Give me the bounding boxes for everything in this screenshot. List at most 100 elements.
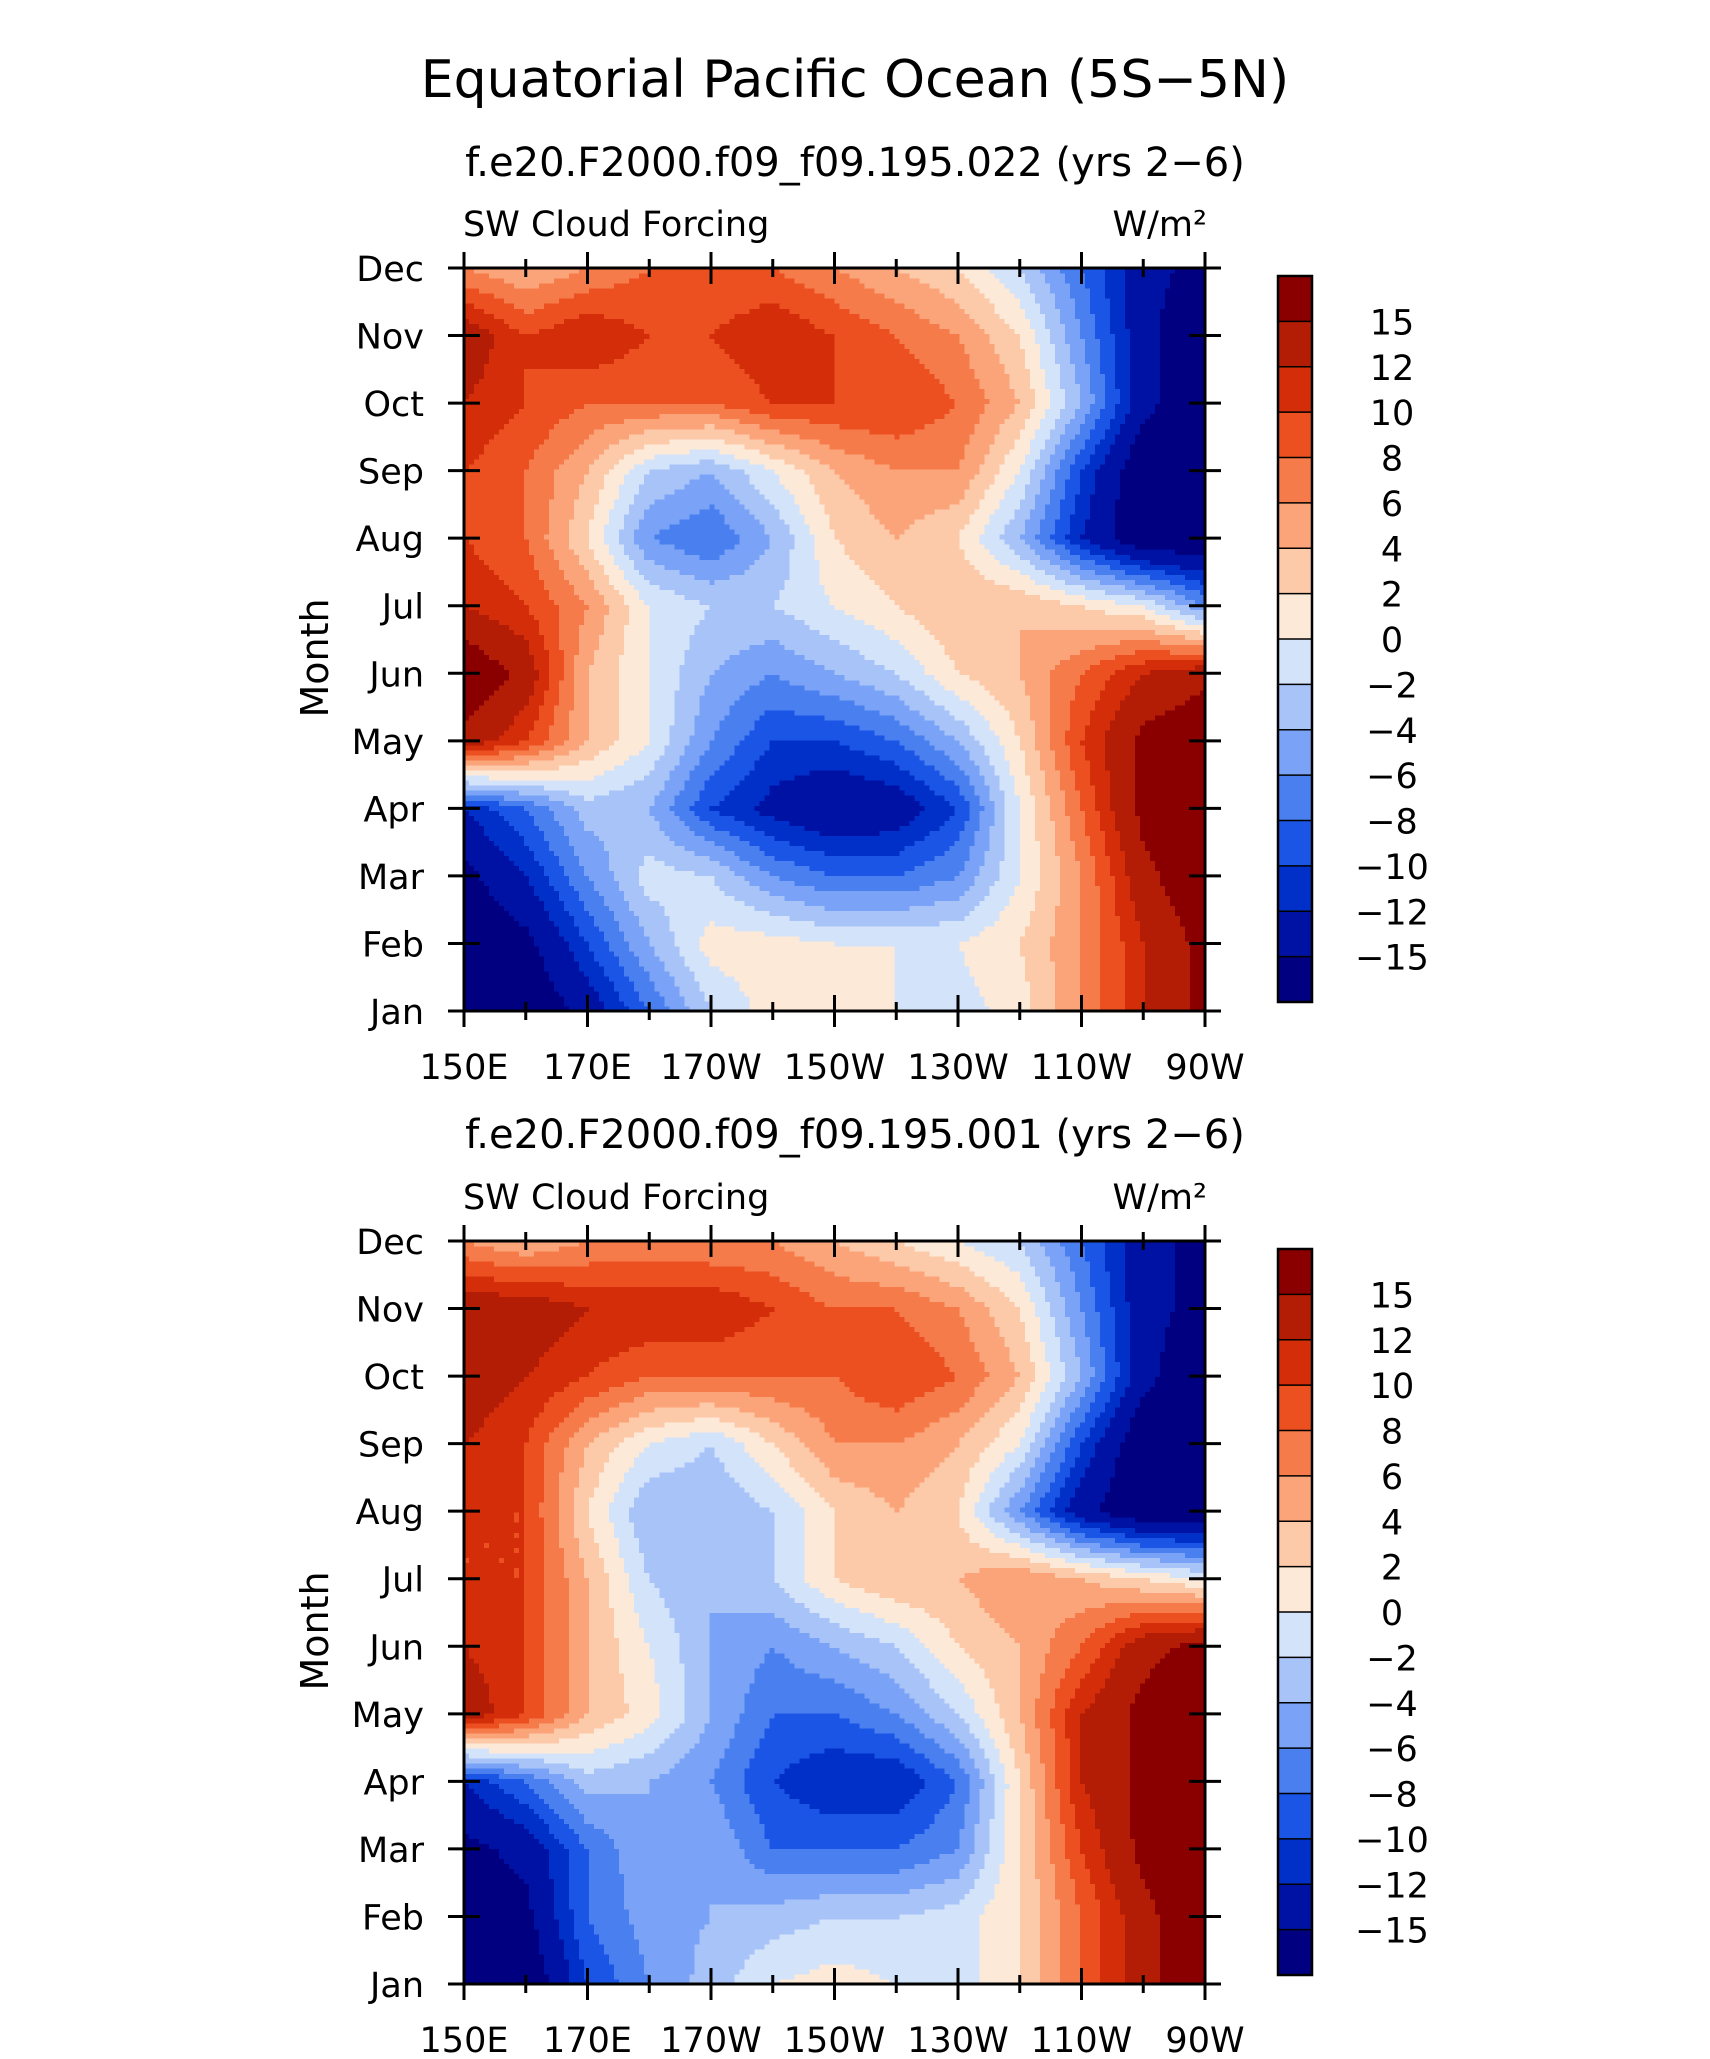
panel-bottom-y-tick-label: Aug [356, 1493, 424, 1533]
panel-top-colorbar-swatch [1278, 821, 1312, 867]
panel-top-x-tick-label: 170W [660, 1048, 761, 1088]
panel-bottom-colorbar-swatch [1278, 1567, 1312, 1613]
panel-bottom-colorbar-swatch [1278, 1521, 1312, 1567]
panel-bottom-contour-field [464, 1241, 1206, 1985]
panel-top-colorbar-label: −2 [1366, 666, 1418, 706]
panel-bottom-colorbar-swatch [1278, 1385, 1312, 1431]
panel-bottom-x-tick-label: 110W [1031, 2021, 1132, 2059]
panel-top-colorbar-swatch [1278, 458, 1312, 504]
panel-top-x-tick-label: 90W [1165, 1048, 1244, 1088]
panel-top-y-tick-label: Sep [358, 453, 424, 493]
panel-bottom-colorbar-swatch [1278, 1657, 1312, 1703]
panel-top-colorbar-swatch [1278, 866, 1312, 912]
panel-bottom-plot-area: JanFebMarAprMayJunJulAugSepOctNovDec150E… [352, 1223, 1429, 2059]
panel-top-colorbar-label: 6 [1381, 485, 1403, 525]
panel-top-variable-label: SW Cloud Forcing [463, 205, 769, 245]
panel-top-y-tick-label: Jun [367, 655, 424, 695]
panel-top-colorbar-label: −8 [1366, 803, 1418, 843]
panel-bottom-y-tick-label: Jul [380, 1561, 424, 1601]
panel-bottom-colorbar-label: 0 [1381, 1594, 1403, 1634]
figure-title: Equatorial Pacific Ocean (5S−5N) [421, 50, 1289, 110]
panel-bottom-y-tick-label: Nov [356, 1291, 424, 1331]
panel-top-colorbar-swatch [1278, 367, 1312, 413]
panel-bottom-units-label: W/m² [1112, 1178, 1207, 1218]
panel-top-x-tick-label: 130W [907, 1048, 1008, 1088]
panel-bottom-colorbar-label: −15 [1355, 1912, 1429, 1952]
panel-top-colorbar-swatch [1278, 321, 1312, 367]
panel-top-colorbar-swatch [1278, 412, 1312, 458]
panel-bottom-colorbar-label: −4 [1366, 1685, 1418, 1725]
panel-top-y-tick-label: Aug [356, 520, 424, 560]
panel-top-title: f.e20.F2000.f09_f09.195.022 (yrs 2−6) [465, 140, 1245, 186]
panel-top-colorbar-label: 12 [1370, 349, 1415, 389]
panel-top-colorbar-swatch [1278, 639, 1312, 685]
panel-bottom-y-tick-label: Feb [362, 1898, 424, 1938]
panel-top-colorbar-label: 15 [1370, 303, 1415, 343]
panel-top-colorbar-swatch [1278, 911, 1312, 957]
panel-top-y-tick-label: Dec [356, 250, 424, 290]
panel-bottom-variable-label: SW Cloud Forcing [463, 1178, 769, 1218]
panel-top-units-label: W/m² [1112, 205, 1207, 245]
panel-top-y-tick-label: Mar [358, 858, 425, 898]
panel-top-y-tick-label: May [352, 723, 424, 763]
panel-bottom-x-tick-label: 90W [1165, 2021, 1244, 2059]
panel-bottom-x-tick-label: 150E [420, 2021, 509, 2059]
panel-bottom-colorbar-label: −2 [1366, 1639, 1418, 1679]
panel-top-colorbar-label: 0 [1381, 621, 1403, 661]
panel-top-y-tick-label: Jan [368, 993, 424, 1033]
panel-top-y-tick-label: Oct [363, 385, 424, 425]
panel-bottom-x-tick-label: 130W [907, 2021, 1008, 2059]
panel-top-colorbar-swatch [1278, 684, 1312, 730]
panel-bottom-colorbar-swatch [1278, 1930, 1312, 1976]
panel-bottom-colorbar-swatch [1278, 1884, 1312, 1930]
panel-top-colorbar-label: 8 [1381, 440, 1403, 480]
panel-bottom-colorbar-swatch [1278, 1612, 1312, 1658]
panel-bottom-y-tick-label: Jan [368, 1966, 424, 2006]
panel-top-colorbar-swatch [1278, 957, 1312, 1003]
panel-top-colorbar-label: 2 [1381, 576, 1403, 616]
panel-bottom-colorbar-label: −6 [1366, 1730, 1418, 1770]
panel-bottom-colorbar-swatch [1278, 1748, 1312, 1794]
panel-bottom-colorbar-label: 6 [1381, 1458, 1403, 1498]
panel-bottom-colorbar-label: 2 [1381, 1549, 1403, 1589]
panel-bottom-y-tick-label: May [352, 1696, 424, 1736]
panel-top-colorbar-label: 10 [1370, 394, 1415, 434]
panel-top-x-tick-label: 110W [1031, 1048, 1132, 1088]
panel-bottom-x-tick-label: 150W [784, 2021, 885, 2059]
panel-top-x-tick-label: 170E [543, 1048, 632, 1088]
panel-bottom-colorbar-label: 4 [1381, 1503, 1403, 1543]
panel-top-plot-area: JanFebMarAprMayJunJulAugSepOctNovDec150E… [352, 250, 1429, 1088]
panel-bottom-colorbar-label: 10 [1370, 1367, 1415, 1407]
panel-bottom: f.e20.F2000.f09_f09.195.001 (yrs 2−6) SW… [293, 1112, 1429, 2059]
panel-bottom-colorbar-swatch [1278, 1703, 1312, 1749]
panel-top-y-tick-label: Jul [380, 588, 424, 628]
panel-bottom-colorbar-swatch [1278, 1476, 1312, 1522]
panel-bottom-y-tick-label: Dec [356, 1223, 424, 1263]
panel-bottom-colorbar-swatch [1278, 1340, 1312, 1386]
panel-bottom-colorbar-label: −10 [1355, 1821, 1429, 1861]
panel-bottom-y-tick-label: Mar [358, 1831, 425, 1871]
panel-top-colorbar-swatch [1278, 730, 1312, 776]
panel-bottom-y-tick-label: Oct [363, 1358, 424, 1398]
panel-bottom-colorbar-swatch [1278, 1431, 1312, 1477]
panel-bottom-colorbar-label: 12 [1370, 1322, 1415, 1362]
panel-bottom-colorbar-label: −12 [1355, 1866, 1429, 1906]
panel-top-colorbar-swatch [1278, 594, 1312, 640]
panel-top-y-tick-label: Nov [356, 318, 424, 358]
panel-top-y-tick-label: Apr [363, 790, 424, 830]
panel-bottom-x-tick-label: 170W [660, 2021, 761, 2059]
panel-bottom-title: f.e20.F2000.f09_f09.195.001 (yrs 2−6) [465, 1112, 1245, 1158]
panel-top-colorbar-swatch [1278, 775, 1312, 821]
panel-bottom-y-tick-label: Apr [363, 1763, 424, 1803]
panel-bottom-colorbar-label: 15 [1370, 1276, 1415, 1316]
panel-top-colorbar-swatch [1278, 548, 1312, 594]
panel-bottom-x-tick-label: 170E [543, 2021, 632, 2059]
panel-bottom-y-tick-label: Sep [358, 1426, 424, 1466]
panel-top-colorbar-label: −12 [1355, 893, 1429, 933]
panel-bottom-colorbar-label: −8 [1366, 1776, 1418, 1816]
panel-bottom-colorbar-swatch [1278, 1794, 1312, 1840]
panel-top-colorbar-label: −4 [1366, 712, 1418, 752]
panel-bottom-colorbar-swatch [1278, 1249, 1312, 1295]
